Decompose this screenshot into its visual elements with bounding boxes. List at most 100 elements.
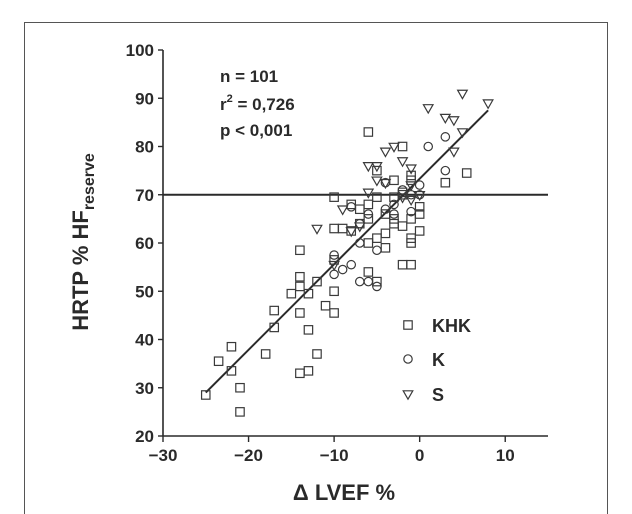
data-point-khk <box>414 202 425 212</box>
data-point-khk <box>380 243 391 253</box>
data-point-khk <box>295 245 305 256</box>
y-tick-label: 50 <box>135 282 154 301</box>
data-points <box>200 89 494 417</box>
legend-label-s: S <box>432 385 444 405</box>
data-point-khk <box>406 175 416 186</box>
data-point-khk <box>286 288 297 299</box>
data-point-khk <box>363 214 374 224</box>
data-point-khk <box>461 168 472 178</box>
data-point-khk <box>295 271 305 282</box>
axis-ticks: 20 30 40 50 60 70 80 90 100 −30 −20 −10 0 10 <box>126 41 515 465</box>
plot-area <box>162 50 548 437</box>
data-point-khk <box>329 308 339 318</box>
data-point-k <box>440 132 451 142</box>
data-point-k <box>346 259 357 270</box>
data-point-khk <box>303 325 314 335</box>
data-point-khk <box>397 141 408 152</box>
data-point-khk <box>363 199 374 210</box>
data-point-s <box>379 147 392 158</box>
y-tick-label: 80 <box>135 138 154 157</box>
data-point-khk <box>372 276 382 287</box>
data-point-khk <box>389 214 399 224</box>
data-point-s <box>448 147 460 158</box>
data-point-khk <box>372 233 382 243</box>
data-point-khk <box>346 199 357 210</box>
data-point-khk <box>295 281 305 292</box>
y-axis-label-sub: reserve <box>81 153 98 210</box>
data-point-khk <box>397 259 408 270</box>
data-point-khk <box>312 349 322 359</box>
data-point-s <box>456 89 469 100</box>
y-tick-label: 100 <box>126 41 154 60</box>
regression-line <box>205 109 489 394</box>
data-point-khk <box>414 209 425 219</box>
data-point-khk <box>397 221 408 231</box>
x-tick-label: 10 <box>496 446 515 465</box>
data-point-s <box>362 162 375 173</box>
data-point-khk <box>200 390 211 400</box>
x-tick-label: −20 <box>234 446 263 465</box>
legend-marker-s <box>402 390 414 401</box>
data-point-s <box>379 178 392 190</box>
data-point-k <box>372 245 382 256</box>
stat-r2: r2 = 0,726 <box>220 93 295 114</box>
stat-r2-prefix: r <box>220 95 227 114</box>
data-point-khk <box>312 276 322 287</box>
data-point-khk <box>406 214 416 224</box>
data-point-khk <box>329 192 339 202</box>
y-tick-label: 30 <box>135 379 154 398</box>
figure-frame <box>24 22 608 514</box>
data-point-khk <box>269 322 280 333</box>
data-point-s <box>405 181 417 192</box>
data-point-khk <box>337 223 348 234</box>
data-point-k <box>363 276 374 287</box>
data-point-s <box>405 195 417 206</box>
data-point-khk <box>303 288 314 299</box>
data-point-khk <box>303 366 314 376</box>
data-point-s <box>396 193 409 204</box>
data-point-s <box>353 222 366 233</box>
data-point-khk <box>372 165 382 176</box>
stat-p: p < 0,001 <box>220 121 292 140</box>
data-point-s <box>396 157 409 168</box>
data-point-khk <box>226 341 237 352</box>
data-point-khk <box>260 349 271 359</box>
data-point-s <box>456 128 469 139</box>
data-point-s <box>328 260 340 272</box>
data-point-s <box>482 99 494 110</box>
data-point-khk <box>329 286 339 297</box>
data-point-khk <box>329 255 339 265</box>
data-point-s <box>336 205 349 216</box>
data-point-k <box>363 209 374 219</box>
stat-r2-sup: 2 <box>227 93 233 105</box>
data-point-k <box>423 141 434 152</box>
data-point-khk <box>295 368 305 379</box>
y-axis-label-main: HRTP % HF <box>68 210 93 331</box>
data-point-khk <box>295 308 305 318</box>
data-point-k <box>389 199 399 210</box>
data-point-k <box>414 180 425 190</box>
data-point-s <box>362 188 375 199</box>
data-point-k <box>406 206 416 217</box>
data-point-khk <box>235 382 245 393</box>
data-point-k <box>380 204 391 215</box>
data-point-s <box>388 142 400 153</box>
data-point-s <box>311 224 323 235</box>
data-point-khk <box>329 223 339 234</box>
data-point-khk <box>213 356 224 367</box>
x-tick-label: −10 <box>320 446 349 465</box>
data-point-khk <box>235 407 245 417</box>
data-point-khk <box>372 192 382 202</box>
data-point-k <box>354 238 365 248</box>
data-point-k <box>372 281 382 292</box>
legend-label-khk: KHK <box>432 316 471 336</box>
x-tick-label: 0 <box>415 446 424 465</box>
data-point-khk <box>363 127 374 137</box>
data-point-khk <box>320 300 331 311</box>
data-point-k <box>397 185 408 195</box>
data-point-khk <box>440 177 451 188</box>
y-tick-label: 20 <box>135 427 154 446</box>
legend-marker-khk <box>403 320 413 330</box>
data-point-khk <box>406 238 416 248</box>
